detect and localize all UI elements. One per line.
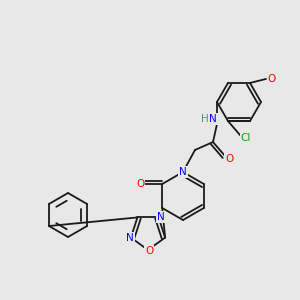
- Text: N: N: [209, 114, 217, 124]
- Text: O: O: [136, 179, 144, 189]
- Text: O: O: [225, 154, 233, 164]
- Text: O: O: [268, 74, 276, 84]
- Text: N: N: [126, 232, 134, 243]
- Text: N: N: [157, 212, 164, 222]
- Text: Cl: Cl: [241, 133, 251, 143]
- Text: H: H: [201, 114, 209, 124]
- Text: O: O: [145, 246, 153, 256]
- Text: N: N: [179, 167, 187, 177]
